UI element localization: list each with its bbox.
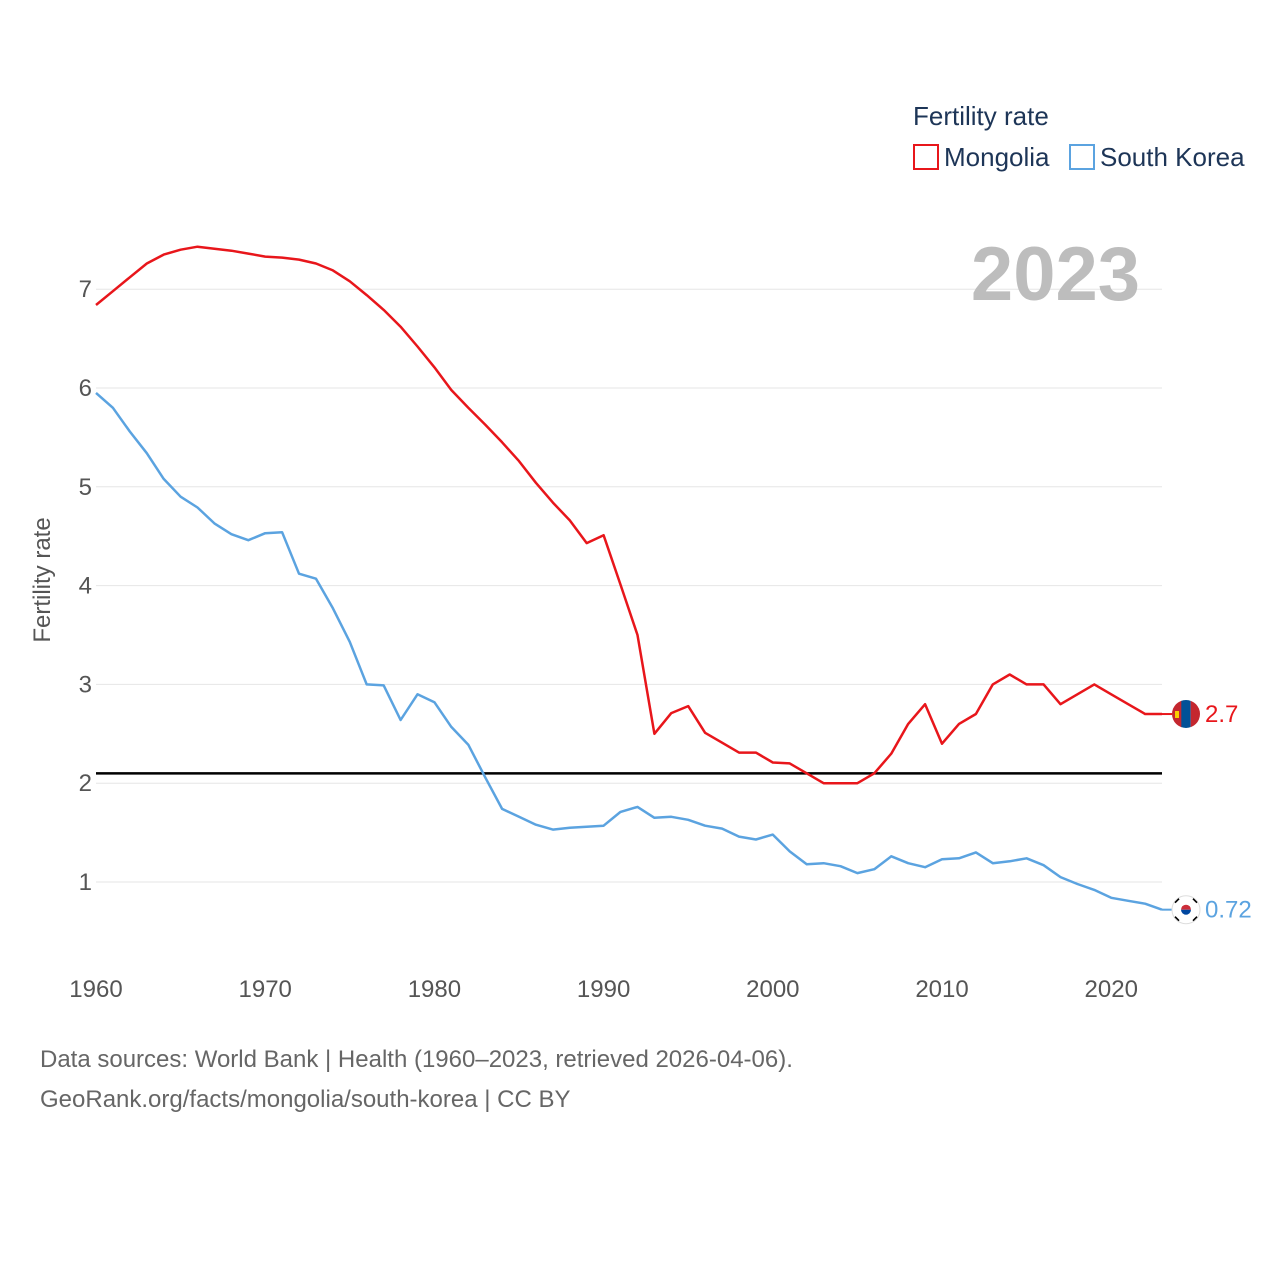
source-url-text: GeoRank.org/facts/mongolia/south-korea |… [40, 1086, 571, 1113]
y-tick-label: 6 [79, 375, 92, 402]
x-tick-label: 1960 [69, 976, 122, 1003]
x-tick-label: 2000 [746, 976, 799, 1003]
y-tick-label: 7 [79, 276, 92, 303]
y-tick-label: 3 [79, 671, 92, 698]
legend-swatch-south-korea [1069, 144, 1095, 170]
x-tick-label: 1980 [408, 976, 461, 1003]
series-line-south-korea [95, 391, 1163, 911]
x-tick-label: 2010 [915, 976, 968, 1003]
y-tick-label: 1 [79, 869, 92, 896]
y-tick-label: 4 [79, 573, 92, 600]
y-tick-label: 5 [79, 474, 92, 501]
grid [96, 288, 1162, 883]
y-axis-ticks: 1 2 3 4 5 6 7 [79, 276, 92, 896]
series-line-mongolia [95, 245, 1162, 785]
series-lines [95, 245, 1172, 911]
legend-label-mongolia: Mongolia [944, 142, 1050, 172]
mongolia-flag-icon [1172, 700, 1200, 728]
legend[interactable]: Fertility rate Mongolia South Korea [913, 101, 1245, 172]
y-axis-title: Fertility rate [29, 517, 56, 642]
data-source-text: Data sources: World Bank | Health (1960–… [40, 1046, 793, 1073]
x-axis-ticks: 1960 1970 1980 1990 2000 2010 2020 [69, 976, 1138, 1003]
south-korea-end-value: 0.72 [1205, 897, 1252, 924]
x-tick-label: 2020 [1085, 976, 1138, 1003]
legend-label-south-korea: South Korea [1100, 142, 1245, 172]
x-tick-label: 1970 [239, 976, 292, 1003]
y-tick-label: 2 [79, 770, 92, 797]
legend-swatch-mongolia [913, 144, 939, 170]
legend-item-south-korea[interactable]: South Korea [1069, 142, 1245, 172]
mongolia-end-value: 2.7 [1205, 701, 1238, 728]
footer: Data sources: World Bank | Health (1960–… [40, 1040, 793, 1120]
year-watermark: 2023 [971, 232, 1140, 317]
x-tick-label: 1990 [577, 976, 630, 1003]
legend-item-mongolia[interactable]: Mongolia [913, 142, 1050, 172]
south-korea-flag-icon [1171, 895, 1201, 925]
legend-title: Fertility rate [913, 101, 1049, 131]
